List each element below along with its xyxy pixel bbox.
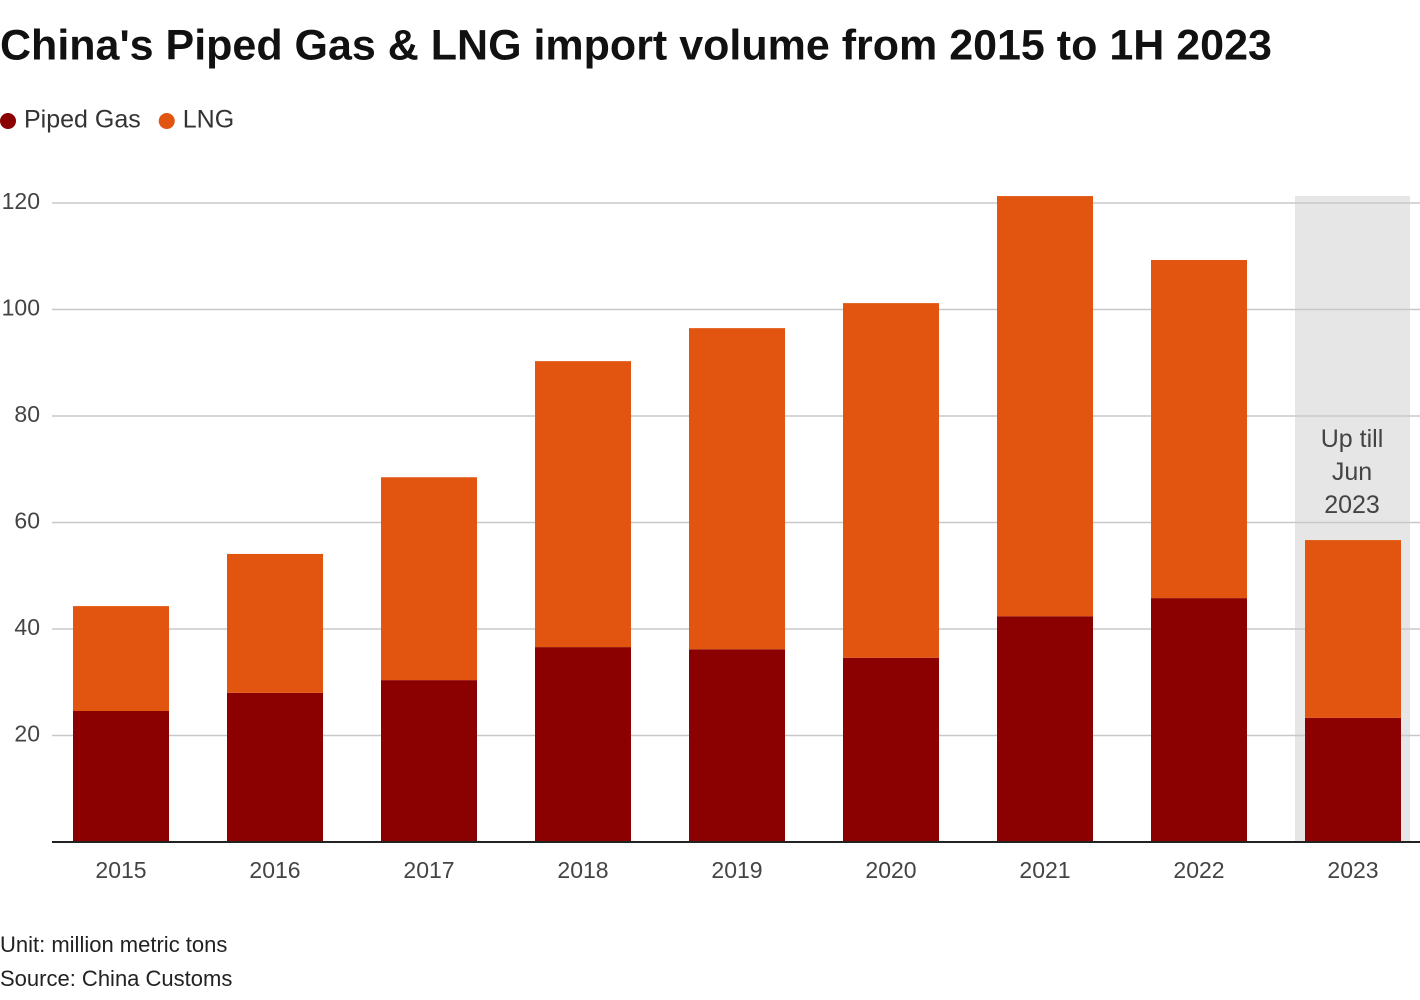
chart-title: China's Piped Gas & LNG import volume fr…: [0, 21, 1272, 69]
bar-segment: [689, 328, 785, 650]
legend-marker: [158, 113, 175, 129]
bar-segment: [535, 361, 631, 648]
bar-segment: [1305, 540, 1401, 718]
bar-segment: [381, 477, 477, 681]
bar-segment: [997, 616, 1093, 842]
bar-segment: [227, 692, 323, 842]
bar-segment: [843, 303, 939, 658]
bar-segment: [997, 196, 1093, 617]
legend-label: Piped Gas: [24, 106, 141, 134]
bar-segment: [1151, 598, 1247, 842]
x-tick-label: 2020: [865, 857, 916, 883]
bar-segment: [1305, 717, 1401, 842]
bar-segment: [689, 649, 785, 842]
bar-segment: [227, 553, 323, 693]
y-tick-label: 20: [14, 721, 40, 747]
x-tick-label: 2019: [711, 857, 762, 883]
x-tick-label: 2021: [1019, 857, 1070, 883]
x-tick-label: 2018: [557, 857, 608, 883]
bar-segment: [381, 680, 477, 842]
source-note: Source: China Customs: [0, 966, 232, 991]
x-tick-label: 2016: [249, 857, 300, 883]
y-tick-label: 120: [2, 188, 40, 214]
unit-note: Unit: million metric tons: [0, 932, 227, 957]
legend-marker: [0, 113, 16, 129]
y-tick-label: 40: [14, 614, 40, 640]
x-tick-label: 2017: [403, 857, 454, 883]
bar-segment: [73, 711, 169, 842]
x-tick-label: 2022: [1173, 857, 1224, 883]
x-tick-label: 2015: [95, 857, 146, 883]
bar-segment: [843, 657, 939, 842]
x-tick-label: 2023: [1327, 857, 1378, 883]
annotation: Up till Jun 2023: [1320, 425, 1384, 519]
bar-segment: [1151, 259, 1247, 599]
y-tick-label: 60: [14, 508, 40, 534]
y-tick-label: 80: [14, 401, 40, 427]
bar-segment: [73, 606, 169, 712]
legend-label: LNG: [183, 106, 234, 134]
y-tick-label: 100: [2, 295, 40, 321]
bar-segment: [535, 647, 631, 842]
